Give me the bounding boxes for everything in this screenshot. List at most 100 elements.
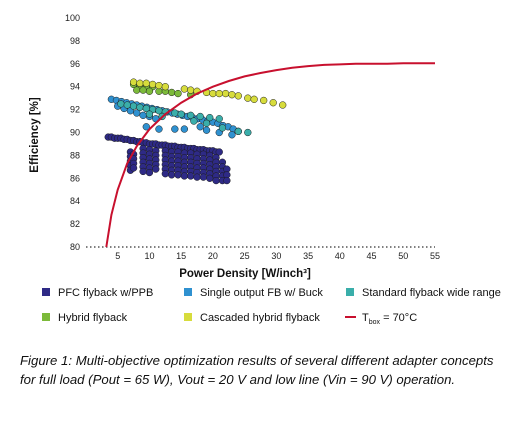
hybrid-flyback-point [139,86,147,94]
x-tick-label: 20 [208,251,218,261]
cascaded-hybrid-flyback-point [260,96,268,105]
standard-flyback-wide-range-point [202,119,211,127]
standard-flyback-wide-range-point [215,115,223,123]
legend-swatch-single-output-fb [184,288,192,296]
cascaded-hybrid-flyback-point [187,86,195,94]
legend: PFC flyback w/PPB Single output FB w/ Bu… [42,287,501,326]
pfc-flyback-w-ppb-point [206,174,214,182]
x-tick-label: 15 [176,251,186,261]
pfc-flyback-w-ppb-point [139,167,147,176]
pfc-flyback-w-ppb-point [215,148,223,156]
y-tick-label: 82 [70,219,80,229]
cascaded-hybrid-flyback-point [148,80,157,89]
x-tick-label: 55 [430,251,440,261]
cascaded-hybrid-flyback-point [161,83,169,91]
single-output-fb-w-buck-point [142,123,150,131]
single-output-fb-w-buck-point [180,125,189,133]
pfc-flyback-w-ppb-point [187,172,195,180]
standard-flyback-wide-range-point [136,103,144,111]
legend-label-tbox-prefix: T [362,312,369,324]
cascaded-hybrid-flyback-point [215,89,223,98]
legend-swatch-hybrid-flyback [42,313,50,321]
pfc-flyback-w-ppb-point [174,171,182,179]
legend-label-hybrid-flyback: Hybrid flyback [58,312,128,324]
legend-label-pfc-flyback: PFC flyback w/PPB [58,287,153,299]
y-tick-label: 94 [70,82,80,92]
legend-label-tbox-suffix: = 70°C [380,312,417,324]
pfc-flyback-w-ppb-point [161,170,169,178]
pfc-flyback-w-ppb-point [129,164,138,172]
y-tick-label: 96 [70,59,80,69]
cascaded-hybrid-flyback-point [136,79,144,87]
hybrid-flyback-point [145,87,154,95]
pfc-flyback-w-ppb-point [152,165,160,173]
cascaded-hybrid-flyback-point [155,81,163,90]
legend-label-cascaded-hybrid: Cascaded hybrid flyback [200,312,320,324]
legend-swatch-standard-flyback [346,288,354,296]
cascaded-hybrid-flyback-point [250,95,258,103]
y-tick-label: 86 [70,173,80,183]
y-tick-label: 80 [70,242,80,252]
cascaded-hybrid-flyback-point [129,78,138,86]
cascaded-hybrid-flyback-point [269,99,277,107]
cascaded-hybrid-flyback-point [234,92,242,100]
standard-flyback-wide-range-point [196,112,204,121]
standard-flyback-wide-range-point [206,113,214,122]
standard-flyback-wide-range-point [117,100,125,108]
x-tick-label: 40 [335,251,345,261]
x-tick-label: 25 [240,251,250,261]
y-tick-label: 90 [70,128,80,138]
standard-flyback-wide-range-point [171,109,179,117]
pfc-flyback-w-ppb-point [193,173,201,181]
x-tick-label: 10 [144,251,154,261]
pfc-flyback-w-ppb-point [212,176,220,185]
y-tick-label: 84 [70,196,80,206]
single-output-fb-w-buck-point [202,126,211,134]
standard-flyback-wide-range-point [145,110,154,118]
cascaded-hybrid-flyback-point [228,91,236,99]
cascaded-hybrid-flyback-point [244,94,252,102]
y-tick-label: 88 [70,150,80,160]
standard-flyback-wide-range-point [177,110,185,118]
standard-flyback-wide-range-point [187,111,195,119]
single-output-fb-w-buck-point [196,123,204,131]
x-axis-label: Power Density [W/inch³] [179,268,311,280]
y-tick-label: 100 [65,13,80,23]
pfc-flyback-w-ppb-point [168,171,176,179]
standard-flyback-wide-range-point [218,124,227,132]
cascaded-hybrid-flyback-point [209,89,217,98]
pfc-flyback-w-ppb-point [223,176,231,185]
single-output-fb-w-buck-point [171,125,179,133]
pfc-flyback-w-ppb-point [199,173,208,181]
figure-caption: Figure 1: Multi-objective optimization r… [20,353,494,387]
hybrid-flyback-point [133,86,141,94]
legend-swatch-cascaded-hybrid [184,313,192,321]
hybrid-flyback-point [174,89,182,98]
single-output-fb-w-buck-point [139,111,147,119]
legend-swatch-pfc-flyback [42,288,50,296]
standard-flyback-wide-range-point [123,101,131,109]
x-tick-label: 45 [367,251,377,261]
y-tick-label: 92 [70,105,80,115]
pfc-flyback-w-ppb-point [180,172,189,180]
standard-flyback-wide-range-point [129,102,138,110]
cascaded-hybrid-flyback-point [180,85,189,93]
cascaded-hybrid-flyback-point [142,79,150,87]
scatter-chart: 80 82 84 86 88 90 92 94 96 98 100 5 10 15 20 25 30 35 40 45… [65,13,440,261]
x-tick-label: 30 [271,251,281,261]
x-tick-label: 35 [303,251,313,261]
standard-flyback-wide-range-point [234,127,242,136]
cascaded-hybrid-flyback-point [279,101,287,109]
single-output-fb-w-buck-point [155,125,163,133]
tbox-70c-line [105,62,435,248]
x-tick-label: 50 [398,251,408,261]
legend-label-standard-flyback: Standard flyback wide range [362,287,501,299]
legend-label-tbox-sub: box [369,319,381,326]
hybrid-flyback-point [168,88,176,97]
standard-flyback-wide-range-point [190,117,198,125]
legend-label-single-output-fb: Single output FB w/ Buck [200,287,323,299]
x-tick-label: 5 [115,251,120,261]
legend-label-tbox: Tbox = 70°C [362,312,417,326]
single-output-fb-w-buck-point [133,109,141,117]
